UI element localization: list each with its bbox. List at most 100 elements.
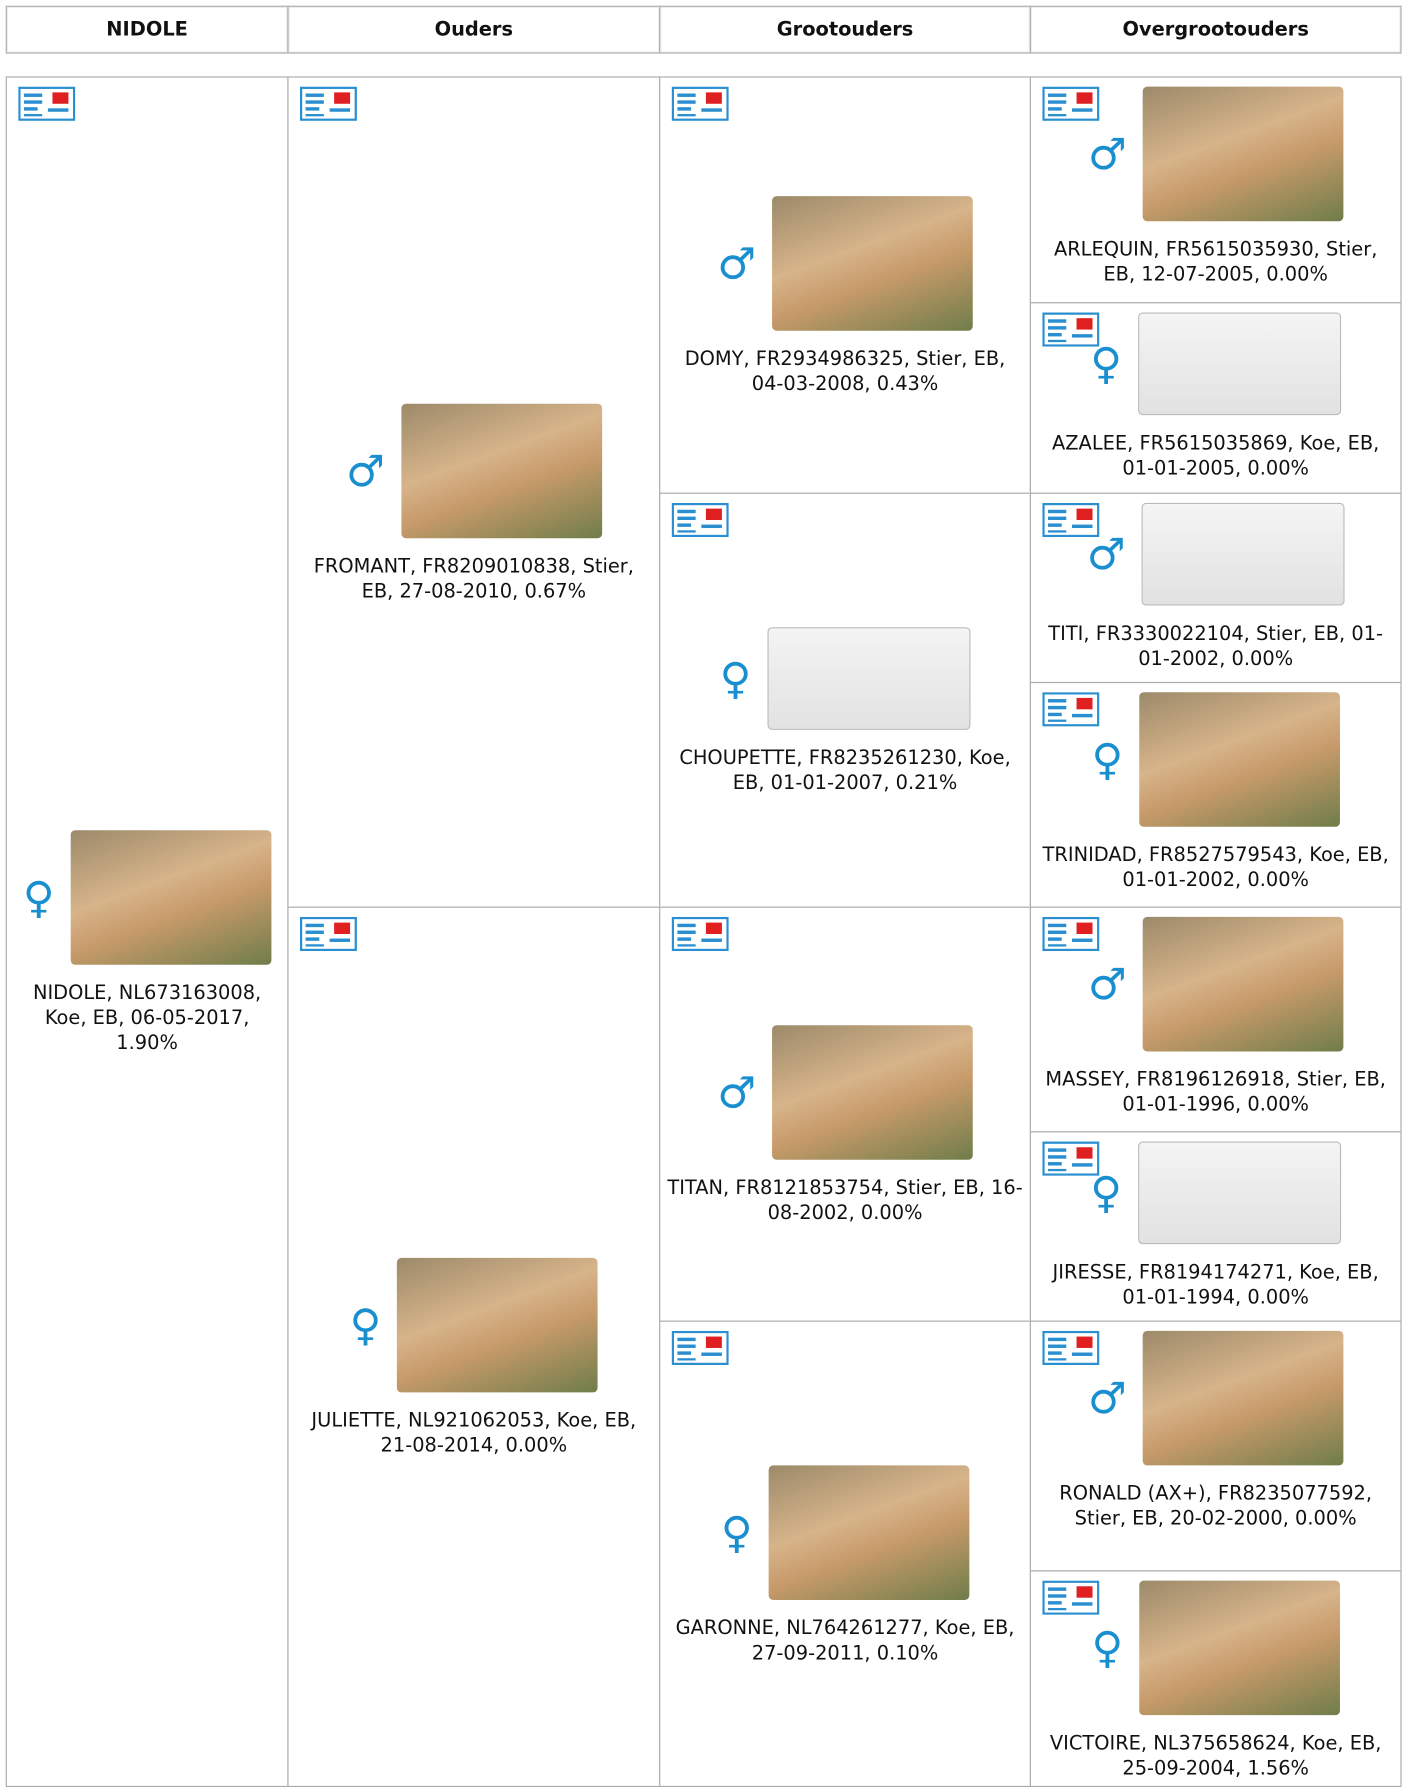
details-icon[interactable] [1042,502,1100,542]
animal-row: ♂ [346,403,602,538]
animal-photo[interactable] [1139,1580,1340,1716]
sex-symbol: ♂ [1087,1373,1127,1424]
animal-photo[interactable] [397,1257,599,1393]
sex-symbol: ♀ [22,872,55,923]
animal-cell: ♂ ARLEQUIN, FR5615035930, Stier, EB, 12-0… [1029,76,1402,304]
animal-info: ♀ GARONNE, NL764261277, Koe, EB, 27-09-20… [667,1322,1023,1786]
details-icon[interactable] [299,86,357,126]
animal-label: VICTOIRE, NL375658624, Koe, EB, 25-09-20… [1049,1732,1382,1781]
animal-label: MASSEY, FR8196126918, Stier, EB, 01-01-1… [1045,1068,1386,1117]
animal-info: ♂ ARLEQUIN, FR5615035930, Stier, EB, 12-0… [1038,86,1394,288]
animal-photo[interactable] [768,1464,970,1600]
details-icon[interactable] [671,502,729,542]
details-icon[interactable] [1042,1141,1100,1181]
animal-photo[interactable] [1142,916,1344,1052]
animal-photo[interactable] [1142,86,1344,222]
animal-cell: ♂ TITI, FR3330022104, Stier, EB, 01-01-20… [1029,492,1402,684]
animal-cell: ♀ NIDOLE, NL673163008, Koe, EB, 06-05-201… [5,76,289,1787]
animal-row: ♀ [720,1464,970,1600]
details-icon[interactable] [1042,692,1100,731]
sex-symbol: ♀ [720,1507,753,1558]
animal-label: FROMANT, FR8209010838, Stier, EB, 27-08-… [313,554,634,603]
animal-cell: ♀ CHOUPETTE, FR8235261230, Koe, EB, 01-01… [659,492,1031,908]
details-icon[interactable] [1042,916,1100,956]
details-icon[interactable] [671,86,729,126]
animal-cell: ♂ MASSEY, FR8196126918, Stier, EB, 01-01-… [1029,906,1402,1133]
details-icon[interactable] [1042,312,1100,351]
registration-card[interactable] [767,627,971,730]
animal-photo[interactable] [400,403,602,538]
animal-photo[interactable] [1139,692,1340,827]
registration-card[interactable] [1141,502,1345,606]
animal-cell: ♂ FROMANT, FR8209010838, Stier, EB, 27-08… [287,76,661,908]
animal-cell: ♀ AZALEE, FR5615035869, Koe, EB, 01-01-20… [1029,302,1402,494]
animal-photo[interactable] [772,1025,973,1160]
animal-label: NIDOLE, NL673163008, Koe, EB, 06-05-2017… [32,981,262,1055]
animal-row: ♀ [1090,1141,1342,1245]
animal-info: ♀ VICTOIRE, NL375658624, Koe, EB, 25-09-2… [1038,1580,1394,1782]
animal-label: TRINIDAD, FR8527579543, Koe, EB, 01-01-2… [1042,843,1389,892]
animal-label: DOMY, FR2934986325, Stier, EB, 04-03-200… [684,347,1006,396]
animal-cell: ♀ JIRESSE, FR8194174271, Koe, EB, 01-01-1… [1029,1131,1402,1322]
sex-symbol: ♂ [1087,128,1127,180]
animal-info: ♀ TRINIDAD, FR8527579543, Koe, EB, 01-01-… [1038,692,1394,893]
sex-symbol: ♀ [1090,338,1123,389]
animal-label: AZALEE, FR5615035869, Koe, EB, 01-01-200… [1052,432,1380,481]
animal-row: ♀ [1091,1580,1340,1716]
animal-row: ♀ [1091,692,1340,827]
sex-symbol: ♀ [1091,1622,1124,1673]
animal-row: ♂ [1087,86,1344,222]
animal-row: ♀ [22,830,272,965]
details-icon[interactable] [671,1330,729,1370]
details-icon[interactable] [18,86,76,126]
animal-info: ♂ TITAN, FR8121853754, Stier, EB, 16-08-2… [667,908,1023,1321]
column-header: Grootouders [659,5,1031,54]
animal-row: ♀ [349,1257,599,1393]
sex-symbol: ♀ [1090,1167,1123,1218]
animal-row: ♂ [1087,1330,1344,1466]
animal-cell: ♀ JULIETTE, NL921062053, Koe, EB, 21-08-2… [287,906,661,1787]
animal-info: ♂ RONALD (AX+), FR8235077592, Stier, EB, … [1038,1330,1394,1532]
animal-cell: ♀ VICTOIRE, NL375658624, Koe, EB, 25-09-2… [1029,1570,1402,1787]
sex-symbol: ♀ [349,1300,382,1351]
column-header: Ouders [287,5,661,54]
animal-cell: ♀ GARONNE, NL764261277, Koe, EB, 27-09-20… [659,1320,1031,1787]
animal-label: TITI, FR3330022104, Stier, EB, 01-01-200… [1048,622,1384,671]
animal-label: JIRESSE, FR8194174271, Koe, EB, 01-01-19… [1052,1261,1379,1310]
animal-info: ♀ NIDOLE, NL673163008, Koe, EB, 06-05-201… [14,78,281,1786]
animal-row: ♂ [1087,916,1344,1052]
details-icon[interactable] [1042,86,1100,126]
sex-symbol: ♀ [1091,734,1124,785]
animal-photo[interactable] [1142,1330,1344,1466]
animal-info: ♂ FROMANT, FR8209010838, Stier, EB, 27-08… [295,78,652,907]
animal-cell: ♂ TITAN, FR8121853754, Stier, EB, 16-08-2… [659,906,1031,1322]
details-icon[interactable] [671,916,729,956]
animal-label: TITAN, FR8121853754, Stier, EB, 16-08-20… [667,1176,1023,1225]
registration-card[interactable] [1138,312,1342,416]
animal-info: ♂ MASSEY, FR8196126918, Stier, EB, 01-01-… [1038,916,1394,1118]
animal-photo[interactable] [772,196,973,331]
details-icon[interactable] [1042,1330,1100,1370]
sex-symbol: ♂ [1087,959,1127,1010]
details-icon[interactable] [1042,1580,1100,1620]
animal-row: ♂ [717,196,973,331]
animal-row: ♂ [717,1025,973,1160]
animal-cell: ♀ TRINIDAD, FR8527579543, Koe, EB, 01-01-… [1029,681,1402,908]
registration-card[interactable] [1138,1141,1342,1245]
animal-row: ♀ [1090,312,1342,416]
animal-cell: ♂ RONALD (AX+), FR8235077592, Stier, EB, … [1029,1320,1402,1572]
animal-label: RONALD (AX+), FR8235077592, Stier, EB, 2… [1059,1482,1373,1531]
sex-symbol: ♂ [717,1067,757,1118]
animal-info: ♀ CHOUPETTE, FR8235261230, Koe, EB, 01-01… [667,494,1023,907]
details-icon[interactable] [299,916,357,956]
animal-label: JULIETTE, NL921062053, Koe, EB, 21-08-20… [311,1409,637,1458]
sex-symbol: ♂ [1086,529,1126,580]
column-header: Overgrootouders [1029,5,1402,54]
sex-symbol: ♂ [346,445,385,496]
animal-row: ♂ [1086,502,1345,606]
animal-photo[interactable] [70,830,272,965]
animal-info: ♀ JULIETTE, NL921062053, Koe, EB, 21-08-2… [295,908,652,1786]
animal-label: GARONNE, NL764261277, Koe, EB, 27-09-201… [675,1616,1015,1665]
